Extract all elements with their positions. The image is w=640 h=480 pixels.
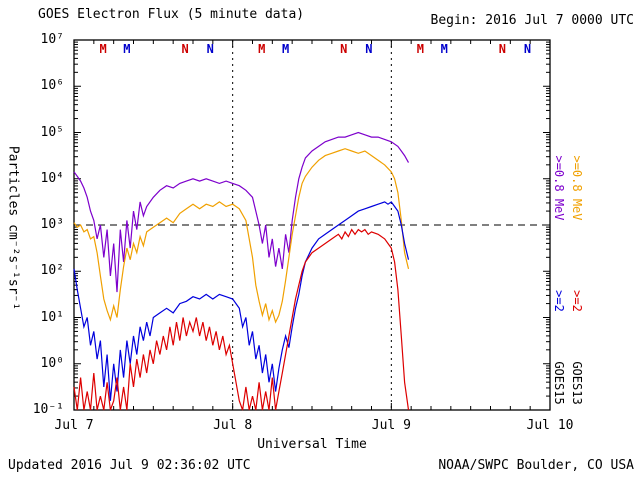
satellite-midnight-marker: M [441,42,448,56]
x-tick-label: Jul 9 [371,418,411,433]
legend-e08-goes15: >=0.8 MeV [552,155,566,221]
plot-border [73,39,551,411]
x-tick-label: Jul 8 [213,418,253,433]
satellite-midnight-marker: M [282,42,289,56]
y-tick-label: 10³ [40,217,64,232]
legend-e2-goes15: >=2 [552,290,566,312]
y-axis-label: Particles cm⁻²s⁻¹sr⁻¹ [5,145,21,311]
satellite-midnight-marker: M [99,42,106,56]
y-tick-label: 10⁷ [40,32,64,47]
x-tick-label: Jul 7 [54,418,94,433]
satellite-midnight-marker: M [123,42,130,56]
satellite-noon-marker: N [207,42,214,56]
source-attribution: NOAA/SWPC Boulder, CO USA [438,458,634,473]
satellite-noon-marker: N [340,42,347,56]
page-title: GOES Electron Flux (5 minute data) [38,7,305,22]
updated-timestamp: Updated 2016 Jul 9 02:36:02 UTC [8,458,251,473]
satellite-midnight-marker: M [417,42,424,56]
y-tick-label: 10² [40,263,64,279]
legend-e2-goes13: >=2 [570,290,584,312]
x-tick-label: Jul 10 [526,418,574,433]
y-tick-label: 10⁶ [40,78,64,94]
x-axis-label: Universal Time [257,437,367,452]
series-goes15-0-8-mev [73,131,410,293]
begin-timestamp: Begin: 2016 Jul 7 0000 UTC [430,13,635,28]
y-tick-label: 10⁴ [40,170,64,186]
legend-e08-goes13: >=0.8 MeV [570,155,584,221]
satellite-noon-marker: N [365,42,372,56]
series-goes15-2-mev [73,201,410,401]
legend-satellite-goes15: GOES15 [552,361,566,405]
y-tick-label: 10⁻¹ [32,402,64,417]
satellite-midnight-marker: M [258,42,265,56]
satellite-noon-marker: N [499,42,506,56]
satellite-noon-marker: N [524,42,531,56]
y-tick-label: 10⁰ [40,355,64,371]
y-tick-label: 10⁵ [40,124,64,140]
legend-satellite-goes13: GOES13 [570,361,584,405]
series-goes13-2-mev [73,228,410,411]
y-tick-label: 10¹ [40,309,64,325]
satellite-noon-marker: N [181,42,188,56]
series-goes13-0-8-mev [73,148,410,324]
